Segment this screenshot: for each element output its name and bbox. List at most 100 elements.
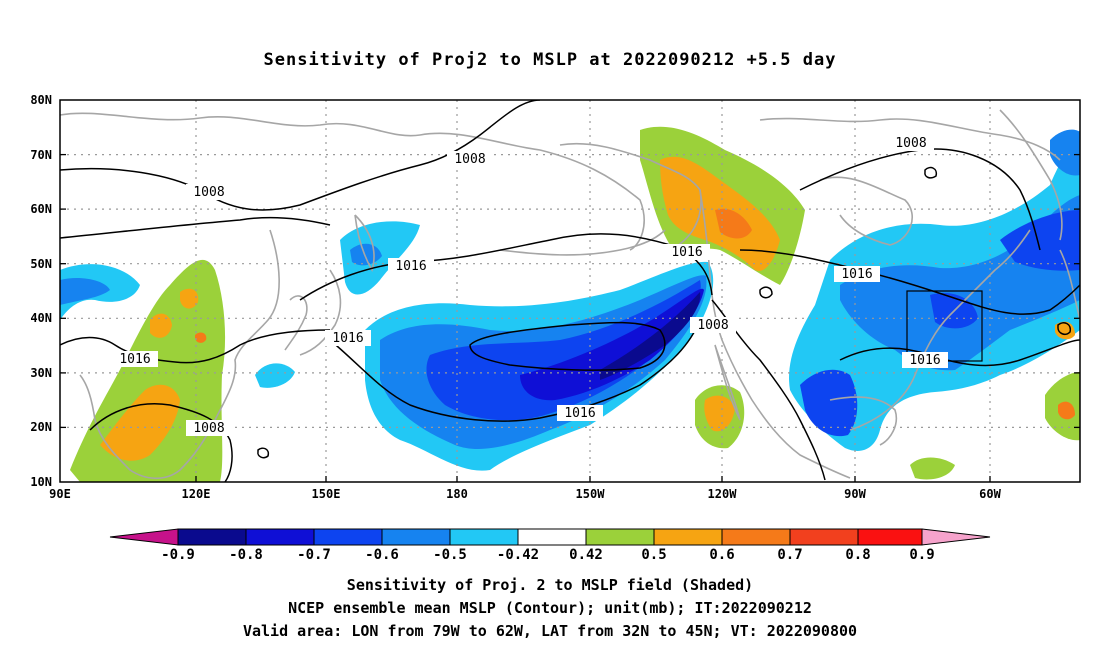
colorbar-label: 0.9 <box>909 547 934 563</box>
colorbar-label: 0.5 <box>641 547 666 563</box>
lat-label: 80N <box>30 93 52 107</box>
shade-region-asia-positive <box>180 288 199 309</box>
coastline-baja <box>714 344 741 421</box>
colorbar-bin <box>585 528 655 546</box>
svg-text:1016: 1016 <box>564 406 595 421</box>
coastline-kamchatka <box>354 214 375 272</box>
coastline-greenland <box>999 109 1063 241</box>
coastline-hudson <box>819 176 914 246</box>
coastline-west-na <box>699 189 851 479</box>
colorbar-label: 0.8 <box>845 547 870 563</box>
isobar-label: 1008 <box>186 420 232 436</box>
isobar-label: 1008 <box>186 184 232 200</box>
coastline-china-south <box>79 374 131 471</box>
lon-label: 120E <box>182 487 211 501</box>
lat-label: 50N <box>30 257 52 271</box>
svg-text:1008: 1008 <box>193 421 224 436</box>
coastline-korea-japan <box>284 295 308 351</box>
coastlines <box>60 109 1080 480</box>
svg-text:1016: 1016 <box>671 245 702 260</box>
shade-region-atlantic-negative <box>840 195 1080 371</box>
shade-region-east-positive <box>910 457 955 480</box>
lat-label: 20N <box>30 420 52 434</box>
map-frame <box>59 99 1081 483</box>
longitude-labels: 90E 120E 150E 180 150W 120W 90W 60W <box>49 487 1001 501</box>
svg-text:1008: 1008 <box>697 318 728 333</box>
coastline-north-africa-edge <box>1059 249 1080 321</box>
isobar-1016-na <box>739 249 1080 315</box>
colorbar-bin <box>313 528 383 546</box>
map-title: Sensitivity of Proj2 to MSLP at 20220902… <box>263 50 837 70</box>
colorbar-label: 0.7 <box>777 547 802 563</box>
isobar-small-loop <box>257 447 270 459</box>
isobar-labels: 1008 1008 1016 1016 1016 1016 1008 1016 … <box>112 135 948 436</box>
lon-label: 150W <box>576 487 606 501</box>
shade-region-alaska-positive <box>715 208 752 239</box>
lat-label: 30N <box>30 366 52 380</box>
lon-label: 90E <box>49 487 71 501</box>
colorbar-bin <box>517 528 587 546</box>
colorbar-label: -0.5 <box>433 547 467 563</box>
lat-label: 40N <box>30 311 52 325</box>
lon-label: 60W <box>979 487 1001 501</box>
colorbar-low-triangle <box>109 528 179 546</box>
colorbar-bin <box>245 528 315 546</box>
svg-text:1016: 1016 <box>119 352 150 367</box>
shade-region-east-positive <box>1058 401 1075 420</box>
colorbar-bin <box>857 528 923 546</box>
lon-label: 90W <box>844 487 866 501</box>
colorbar: -0.9 -0.8 -0.7 -0.6 -0.5 -0.42 0.42 0.5 … <box>109 528 991 563</box>
colorbar-label: -0.8 <box>229 547 263 563</box>
isobar-label: 1008 <box>690 317 736 333</box>
colorbar-label: -0.6 <box>365 547 399 563</box>
colorbar-label: -0.42 <box>497 547 539 563</box>
isobar-1016-atlantic <box>839 339 1080 367</box>
isobar-small-loop <box>1057 322 1072 335</box>
coastline-aleutians <box>499 229 666 256</box>
coastline-alaska <box>559 142 702 251</box>
coastline-east-asia <box>129 229 280 480</box>
isobar-1016-central <box>329 319 701 422</box>
colorbar-bin <box>789 528 859 546</box>
shade-region-asia-positive <box>195 332 207 343</box>
isobar-label: 1016 <box>557 405 603 421</box>
colorbar-label: 0.42 <box>569 547 603 563</box>
shade-region-asia-positive <box>150 313 172 338</box>
isobar-small-loop <box>924 166 938 179</box>
caption-block: Sensitivity of Proj. 2 to MSLP field (Sh… <box>0 574 1100 643</box>
shade-region-negative <box>255 363 295 388</box>
isobar-1008-pacific-low <box>469 321 666 371</box>
isobar-label: 1016 <box>834 266 880 282</box>
svg-text:1008: 1008 <box>193 185 224 200</box>
lat-label: 10N <box>30 475 52 489</box>
isobar-1008-east-asia-low <box>89 403 233 482</box>
shade-region-baja-positive <box>704 395 735 432</box>
isobar-1016-asia <box>60 329 331 364</box>
isobar-label: 1016 <box>664 244 710 260</box>
colorbar-bin <box>449 528 519 546</box>
isobar-1008-arctic <box>799 148 1041 251</box>
isobar-label: 1008 <box>888 135 934 151</box>
colorbar-bin <box>721 528 791 546</box>
tick-marks <box>60 153 1080 482</box>
colorbar-bin <box>177 528 247 546</box>
coastline-japan <box>299 269 342 356</box>
isobar-label: 1016 <box>902 352 948 368</box>
lat-label: 70N <box>30 148 52 162</box>
svg-text:1016: 1016 <box>909 353 940 368</box>
lon-label: 150E <box>312 487 341 501</box>
isobar-label: 1016 <box>112 351 158 367</box>
caption-line: NCEP ensemble mean MSLP (Contour); unit(… <box>288 599 812 617</box>
colorbar-label: -0.9 <box>161 547 195 563</box>
shade-region-atlantic-negative <box>1000 210 1080 271</box>
colorbar-bin <box>653 528 723 546</box>
svg-text:1016: 1016 <box>841 267 872 282</box>
shade-region-atlantic-negative <box>1050 129 1080 176</box>
svg-text:1008: 1008 <box>895 136 926 151</box>
isobar-1008-north <box>60 100 541 211</box>
coastline-canada-arctic <box>759 117 1061 161</box>
svg-text:1016: 1016 <box>332 331 363 346</box>
svg-text:1008: 1008 <box>454 152 485 167</box>
lon-label: 120W <box>708 487 738 501</box>
